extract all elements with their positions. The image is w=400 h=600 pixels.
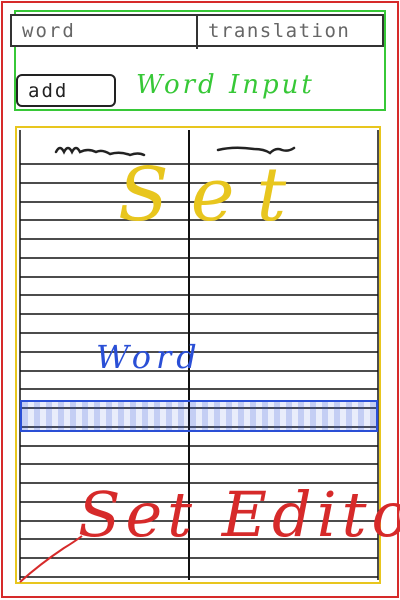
word-translation-input[interactable]: word translation (10, 14, 384, 49)
editor-pen-stroke (19, 535, 83, 583)
word-column-header-squiggle (54, 146, 146, 157)
set-editor-annotation: Set Editor (78, 478, 400, 551)
translation-column-header-squiggle (216, 146, 296, 155)
set-table-frame (15, 126, 381, 584)
field-divider (196, 14, 198, 49)
translation-field[interactable]: translation (208, 20, 351, 42)
word-field[interactable]: word (22, 20, 76, 42)
set-annotation: Set (118, 152, 309, 238)
add-button-label: add (28, 79, 69, 102)
selected-word-row[interactable] (20, 400, 378, 432)
selected-word-annotation: Word (96, 338, 202, 376)
add-button[interactable]: add (16, 74, 116, 107)
word-input-annotation: Word Input (136, 70, 315, 100)
word-input-frame (14, 10, 386, 111)
